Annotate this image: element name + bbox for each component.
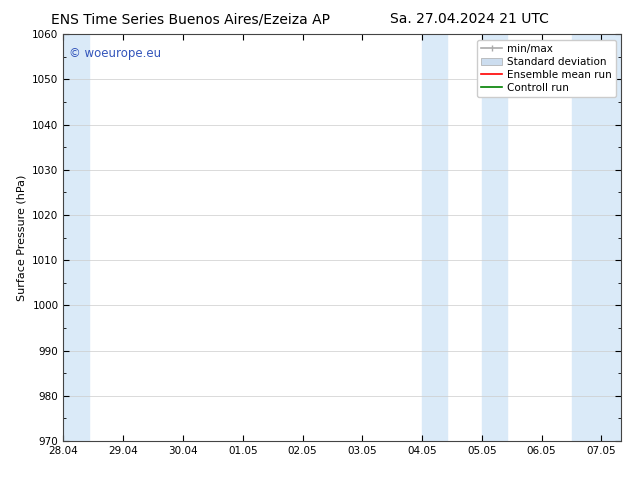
Bar: [422, 34, 447, 441]
Y-axis label: Surface Pressure (hPa): Surface Pressure (hPa): [16, 174, 27, 301]
Text: ENS Time Series Buenos Aires/Ezeiza AP: ENS Time Series Buenos Aires/Ezeiza AP: [51, 12, 330, 26]
Text: Sa. 27.04.2024 21 UTC: Sa. 27.04.2024 21 UTC: [390, 12, 548, 26]
Bar: [482, 34, 507, 441]
Bar: [571, 34, 621, 441]
Text: © woeurope.eu: © woeurope.eu: [69, 47, 161, 59]
Bar: [63, 34, 89, 441]
Legend: min/max, Standard deviation, Ensemble mean run, Controll run: min/max, Standard deviation, Ensemble me…: [477, 40, 616, 97]
